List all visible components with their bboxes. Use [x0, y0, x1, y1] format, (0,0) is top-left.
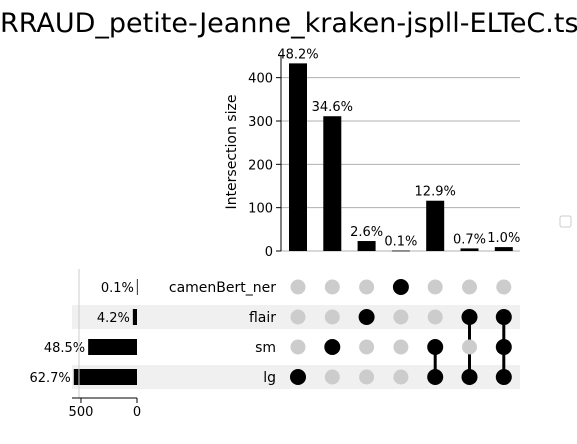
intersection-bar [323, 116, 342, 251]
set-label: flair [249, 310, 276, 326]
intersection-matrix [290, 279, 512, 385]
intersection-bar [494, 247, 513, 251]
y-tick-label: 200 [248, 158, 273, 173]
set-size-label: 0.1% [101, 281, 134, 296]
matrix-dot-empty [393, 339, 409, 355]
intersection-bar-label: 12.9% [415, 185, 456, 200]
matrix-dot-empty [324, 279, 340, 295]
set-size-label: 62.7% [29, 371, 70, 386]
set-size-bar [73, 369, 137, 385]
intersection-bar-label: 34.6% [312, 100, 353, 115]
matrix-dot-empty [324, 309, 340, 325]
set-size-label: 48.5% [44, 341, 85, 356]
matrix-dot-filled [495, 309, 512, 325]
matrix-dot-empty [427, 279, 443, 295]
matrix-dot-empty [359, 279, 375, 295]
matrix-dot-empty [462, 279, 477, 295]
matrix-dot-empty [290, 339, 306, 355]
legend-box [559, 215, 572, 228]
y-axis-label: Intersection size [224, 95, 240, 210]
set-label: camenBert_ner [169, 280, 276, 296]
intersection-bar-label: 1.0% [487, 231, 520, 246]
intersection-bar [357, 241, 376, 251]
set-label: sm [255, 340, 276, 356]
intersection-bar [460, 248, 479, 251]
matrix-dot-empty [359, 369, 375, 385]
matrix-dot-filled [495, 369, 512, 385]
matrix-dot-filled [461, 369, 478, 385]
set-size-bar [136, 279, 138, 295]
intersection-bar-label: 0.7% [453, 232, 486, 247]
matrix-dot-filled [358, 309, 375, 325]
set-size-tick-label: 500 [69, 405, 94, 420]
matrix-dot-filled [427, 369, 444, 385]
set-size-tick-label: 0 [133, 405, 141, 420]
gridlines [281, 77, 520, 252]
matrix-dot-filled [495, 339, 512, 355]
set-label: lg [263, 370, 276, 386]
matrix-dot-filled [461, 309, 478, 325]
matrix-dot-empty [290, 309, 306, 325]
matrix-dot-empty [427, 309, 443, 325]
set-size-bars: 0.1% 4.2% 48.5% 62.7% [29, 279, 138, 386]
matrix-dot-empty [324, 369, 340, 385]
matrix-dot-filled [427, 339, 444, 355]
matrix-dot-empty [290, 279, 306, 295]
matrix-dot-empty [393, 309, 409, 325]
set-size-bar [88, 339, 137, 355]
intersection-bars: 48.2% 34.6% 2.6%0.1% 12.9% 0.7% 1.0% [277, 47, 520, 252]
matrix-dot-filled [324, 339, 341, 355]
matrix-dot-filled [392, 279, 409, 295]
intersection-bar-label: 0.1% [384, 235, 417, 250]
intersection-bar [426, 200, 445, 251]
matrix-dot-empty [462, 339, 477, 355]
intersection-bar [391, 250, 410, 252]
set-size-bar [132, 309, 137, 325]
y-tick-label: 400 [248, 72, 273, 87]
intersection-bar [289, 63, 307, 251]
y-tick-label: 0 [265, 245, 273, 260]
intersection-bar-label: 48.2% [277, 47, 318, 62]
y-tick-label: 100 [248, 202, 273, 217]
matrix-dot-filled [290, 369, 306, 385]
matrix-dot-empty [359, 339, 375, 355]
chart-title: ARRAUD_petite-Jeanne_kraken-jspll-ELTeC.… [0, 8, 577, 39]
intersection-bar-label: 2.6% [350, 225, 383, 240]
matrix-dot-empty [496, 279, 512, 295]
y-tick-label: 300 [248, 115, 273, 130]
set-size-label: 4.2% [97, 311, 130, 326]
matrix-dot-empty [393, 369, 409, 385]
